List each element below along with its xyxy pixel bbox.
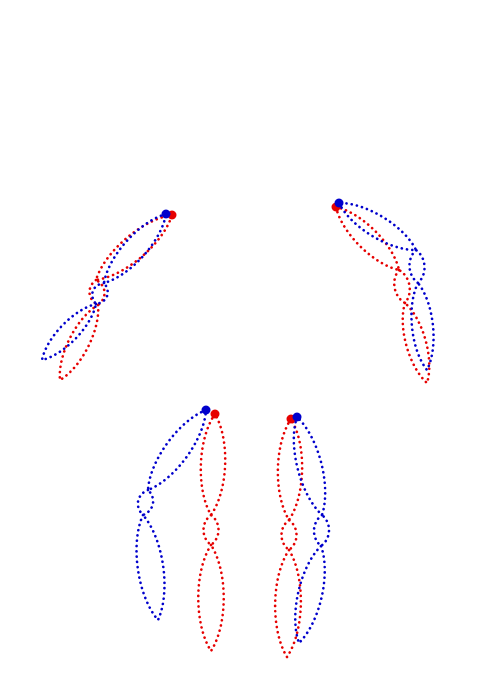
blue-chain — [336, 201, 435, 373]
blue-loop-3 — [135, 512, 166, 623]
blue-loop-1 — [146, 408, 208, 492]
red-loop-2 — [280, 518, 298, 552]
red-chain — [273, 416, 304, 660]
figures-layer — [40, 201, 435, 660]
red-endpoint-dot — [210, 409, 220, 419]
red-loop-3 — [197, 542, 225, 654]
chain-lower-right — [273, 414, 331, 660]
chain-lower-left — [135, 408, 227, 654]
blue-loop-3 — [40, 302, 98, 362]
blue-endpoint-dot — [292, 412, 302, 422]
endpoints-layer — [161, 198, 344, 424]
red-loop-3 — [273, 547, 303, 660]
blue-loop-2 — [91, 281, 109, 306]
red-chain — [197, 411, 227, 654]
blue-chain — [40, 212, 168, 362]
blue-loop-2 — [312, 513, 331, 548]
blue-loop-1 — [336, 201, 419, 252]
blue-chain — [292, 414, 331, 646]
chain-upper-right — [334, 201, 435, 386]
red-chain — [334, 205, 431, 386]
red-loop-3 — [401, 300, 431, 386]
blue-endpoint-dot — [161, 209, 171, 219]
blue-endpoint-dot — [334, 198, 344, 208]
blue-chain — [135, 408, 208, 623]
chain-upper-left — [40, 212, 174, 383]
blue-loop-3 — [410, 280, 435, 373]
red-loop-1 — [334, 205, 401, 272]
red-loop-2 — [202, 513, 220, 547]
blue-endpoint-dot — [201, 405, 211, 415]
